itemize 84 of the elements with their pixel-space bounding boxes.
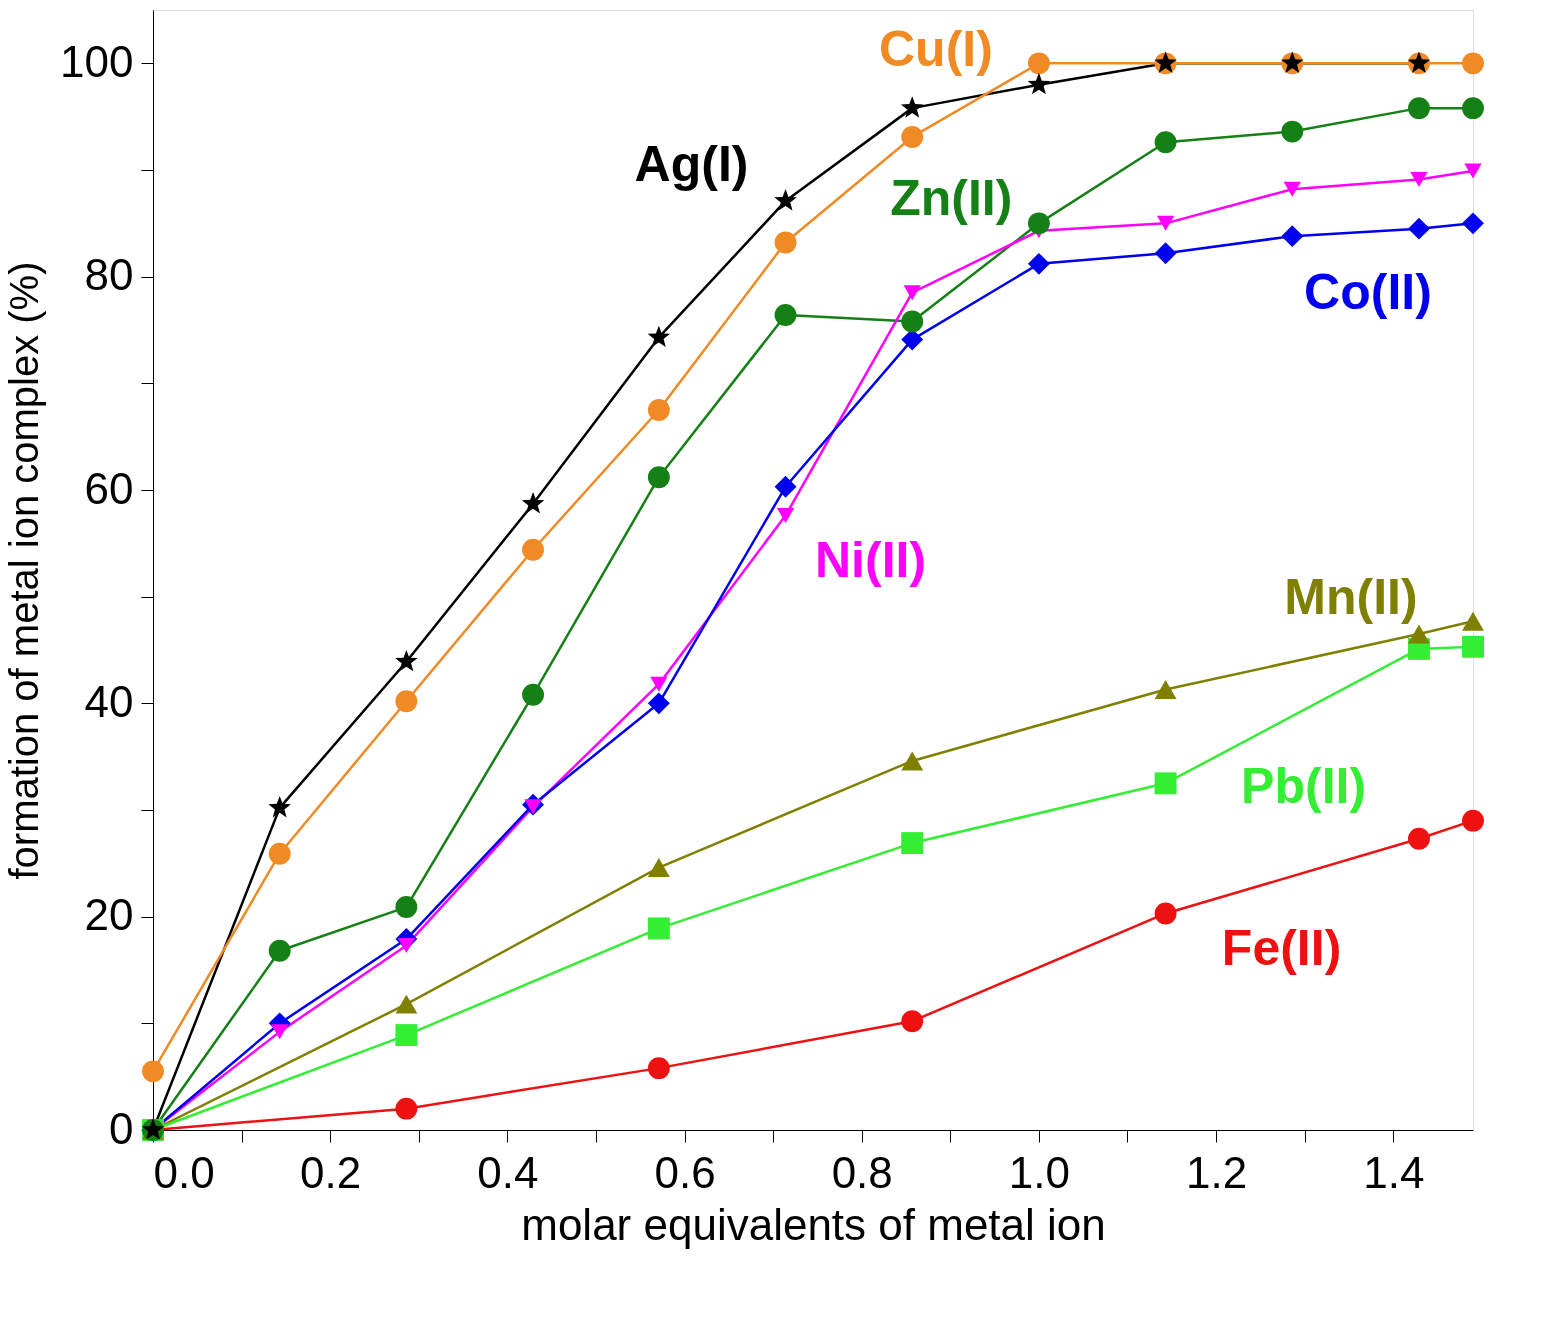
series-label: Mn(II): [1284, 569, 1418, 625]
series-label: Ni(II): [814, 531, 927, 588]
point: [522, 538, 545, 561]
point: [1464, 163, 1482, 179]
x-tick-label: 0.6: [654, 1147, 716, 1197]
y-tick-label: 0: [109, 1103, 134, 1153]
point: [395, 1024, 418, 1047]
point: [395, 649, 418, 672]
point: [1154, 902, 1177, 925]
x-tick-label: 1.2: [1186, 1147, 1248, 1197]
point: [647, 399, 670, 421]
series-label: Zn(II): [890, 170, 1013, 227]
point: [1027, 72, 1051, 95]
point: [1462, 809, 1484, 832]
point: [774, 189, 797, 211]
point: [647, 917, 670, 940]
point: [395, 994, 418, 1014]
point: [774, 475, 797, 498]
point: [1154, 772, 1177, 795]
point: [903, 285, 921, 301]
point: [271, 1024, 289, 1040]
point: [647, 692, 670, 715]
point: [1283, 181, 1301, 197]
point: [647, 466, 670, 489]
point: [142, 1060, 164, 1083]
point: [647, 858, 670, 878]
point: [1462, 611, 1484, 631]
point: [901, 310, 924, 333]
y-tick-label: 100: [60, 36, 134, 86]
point: [522, 683, 545, 706]
point: [901, 751, 924, 771]
y-tick-label: 40: [84, 676, 134, 726]
series-label: Fe(II): [1221, 920, 1342, 977]
point: [395, 896, 418, 918]
point: [900, 96, 924, 118]
point: [901, 126, 924, 148]
point: [395, 690, 418, 713]
point: [1408, 624, 1430, 644]
point: [1027, 212, 1050, 235]
point: [1408, 217, 1430, 240]
point: [268, 842, 291, 865]
point: [776, 508, 795, 524]
point: [397, 937, 416, 953]
x-tick-label: 0.8: [831, 1147, 893, 1197]
series-label: Pb(II): [1241, 758, 1367, 815]
point: [268, 939, 291, 962]
point: [1154, 131, 1177, 154]
point: [1462, 212, 1484, 235]
series-label: Co(II): [1304, 263, 1432, 320]
point: [1027, 252, 1050, 275]
point: [1281, 120, 1304, 143]
x-tick-label: 0.2: [300, 1147, 362, 1197]
point: [901, 1010, 924, 1033]
point: [1281, 225, 1304, 248]
point: [1154, 242, 1177, 265]
point: [901, 832, 924, 855]
y-tick-label: 80: [84, 250, 134, 300]
point: [774, 231, 797, 254]
series-label: Cu(I): [878, 21, 993, 78]
point: [268, 796, 291, 818]
point: [1408, 97, 1430, 120]
x-tick-label: 1.4: [1363, 1147, 1425, 1197]
x-tick-label: 0.0: [153, 1147, 215, 1197]
y-tick-label: 20: [84, 890, 134, 940]
y-tick-label: 60: [84, 463, 134, 513]
series-label: Ag(I): [634, 135, 749, 192]
point: [395, 1097, 418, 1120]
y-axis-title: formation of metal ion complex (%): [2, 261, 47, 880]
point: [1027, 52, 1050, 75]
point: [1462, 635, 1484, 658]
point: [1410, 172, 1428, 188]
point: [1462, 52, 1484, 75]
x-tick-label: 1.0: [1008, 1147, 1070, 1197]
point: [1462, 97, 1484, 120]
point: [521, 492, 545, 514]
point: [1154, 679, 1177, 699]
point: [650, 676, 668, 692]
x-axis-title: molar equivalents of metal ion: [521, 1199, 1106, 1249]
point: [1408, 827, 1430, 850]
point: [774, 304, 797, 326]
point: [1156, 215, 1175, 231]
point: [647, 1057, 670, 1080]
x-tick-label: 0.4: [477, 1147, 539, 1197]
point: [647, 325, 671, 348]
